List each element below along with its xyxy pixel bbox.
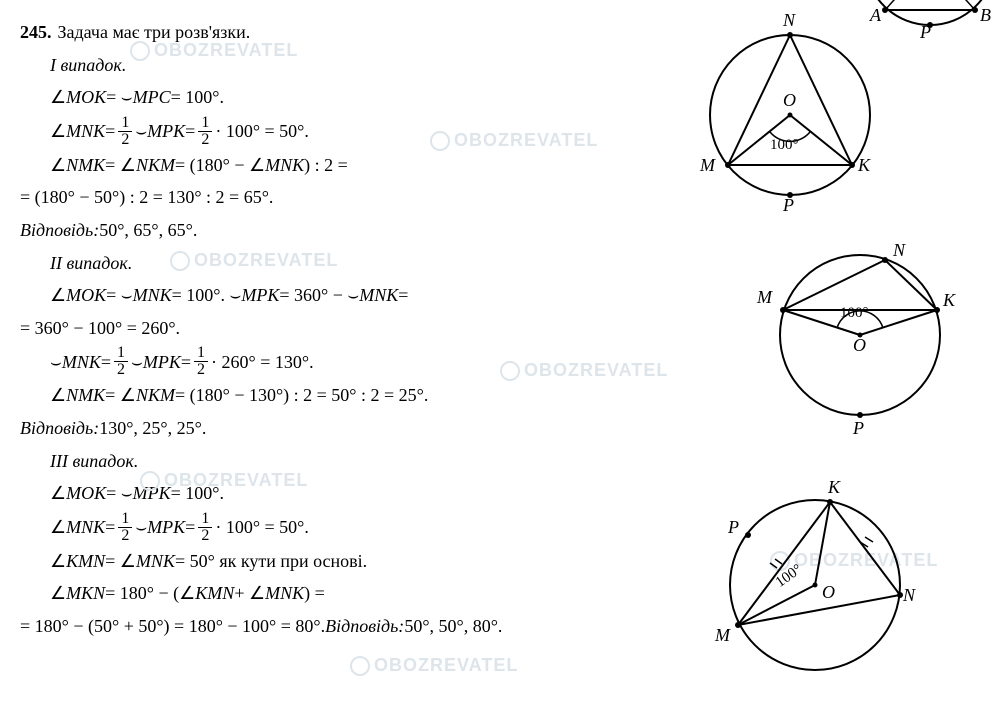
case3-line5-answer: = 180° − (50° + 50°) = 180° − 100° = 80°… — [20, 611, 720, 642]
case2-line2: = 360° − 100° = 260°. — [20, 313, 720, 344]
case3-line2: ∠MNK = 12 ⌣MPK = 12 · 100° = 50°. — [20, 511, 720, 544]
math-solution-text: 245. Задача має три розв'язки. І випадок… — [20, 17, 720, 642]
case1-line3: ∠NMK = ∠NKM = (180° − ∠MNK) : 2 = — [20, 150, 720, 181]
case3-line3: ∠KMN = ∠MNK = 50° як кути при основі. — [20, 546, 720, 577]
diagram-case1: N O M K P 100° — [695, 15, 885, 225]
diagram-case3: K O M N P 100° — [710, 480, 920, 690]
case3-title: ІІІ випадок. — [50, 446, 138, 477]
intro-text: Задача має три розв'язки. — [58, 17, 251, 48]
case1-line1: ∠MOK = ⌣MPС = 100°. — [20, 82, 720, 113]
case1-line2: ∠MNK = 12 ⌣MPK = 12 · 100° = 50°. — [20, 115, 720, 148]
problem-number: 245. — [20, 17, 52, 48]
case1-line4: = (180° − 50°) : 2 = 130° : 2 = 65°. — [20, 182, 720, 213]
diagram-case2: N O M K P 100° — [765, 235, 955, 445]
case3-line4: ∠MKN = 180° − (∠KMN + ∠MNK) = — [20, 578, 720, 609]
watermark: OBOZREVATEL — [350, 655, 518, 676]
case2-line4: ∠NMK = ∠NKM = (180° − 130°) : 2 = 50° : … — [20, 380, 720, 411]
case2-title: ІІ випадок. — [50, 248, 132, 279]
case3-line1: ∠MOK = ⌣MPK = 100°. — [20, 478, 720, 509]
case2-answer: Відповідь: 130°, 25°, 25°. — [20, 413, 720, 444]
case2-line1: ∠MOK = ⌣MNK = 100°. ⌣MPK = 360° − ⌣MNK = — [20, 280, 720, 311]
case2-line3: ⌣MNK = 12 ⌣MPK = 12 · 260° = 130°. — [20, 345, 720, 378]
case1-answer: Відповідь: 50°, 65°, 65°. — [20, 215, 720, 246]
case1-title: І випадок. — [50, 50, 126, 81]
